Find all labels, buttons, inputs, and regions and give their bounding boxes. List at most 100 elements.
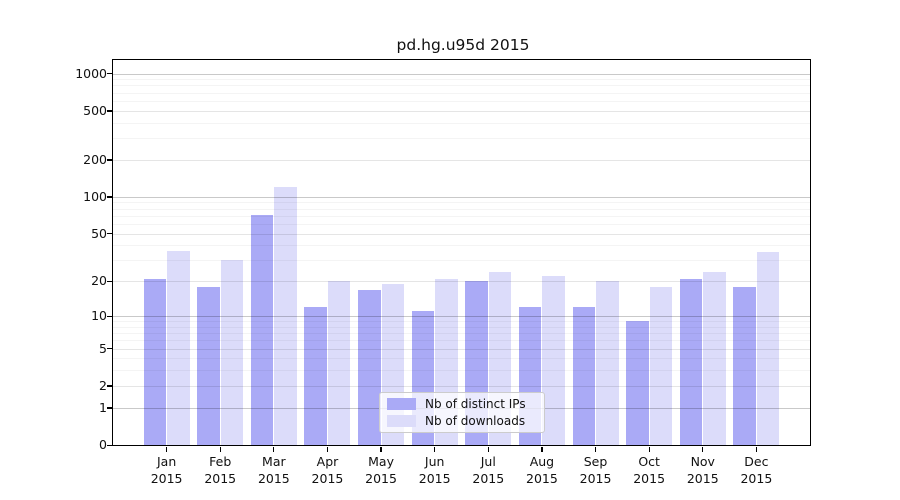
gridline-major [113,385,810,387]
bar-nb-of-distinct-ips-mar-2015 [250,215,274,445]
y-tick-mark [107,159,112,161]
y-tick-label: 20 [91,273,107,289]
gridline-major [113,348,810,350]
gridline-minor [113,223,810,225]
x-tick-label-dec-2015: Dec 2015 [740,454,773,486]
legend-swatch-distinct-ips [387,398,416,410]
legend-swatch-downloads [387,415,416,427]
x-tick-label-aug-2015: Aug 2015 [526,454,558,486]
bar-nb-of-downloads-apr-2015 [327,281,351,445]
legend-row-distinct-ips: Nb of distinct IPs [380,397,544,411]
y-tick-label: 1 [99,399,107,415]
x-tick-label-nov-2015: Nov 2015 [686,454,719,486]
bar-nb-of-downloads-sep-2015 [596,281,619,445]
gridline-minor [113,202,810,204]
gridline-minor [113,370,810,372]
legend: Nb of distinct IPs Nb of downloads [379,392,545,433]
gridline-major [113,110,810,112]
y-tick-mark [107,73,112,75]
gridline-decade [113,196,810,198]
gridline-minor [113,333,810,335]
bar-nb-of-distinct-ips-may-2015 [358,289,381,445]
x-tick-label-jan-2015: Jan 2015 [150,454,183,486]
x-tick-mark [165,447,168,452]
gridline-minor [113,215,810,217]
x-tick-mark [380,447,382,452]
y-tick-label: 500 [83,102,107,118]
bar-nb-of-distinct-ips-sep-2015 [572,307,596,445]
x-tick-mark [541,447,543,452]
x-tick-mark [702,447,704,452]
y-tick-mark [107,196,112,198]
x-tick-label-mar-2015: Mar 2015 [257,454,290,486]
bar-nb-of-downloads-nov-2015 [703,271,726,445]
y-tick-mark [107,280,112,283]
x-tick-mark [219,447,221,452]
y-tick-label: 200 [83,151,107,167]
gridline-decade [113,316,810,318]
gridline-minor [113,92,810,94]
gridline-minor [113,208,810,210]
gridline-minor [113,326,810,328]
x-tick-mark [755,447,758,452]
gridline-major [113,233,810,235]
x-tick-mark [648,447,650,452]
bar-nb-of-downloads-oct-2015 [649,286,673,445]
x-tick-label-sep-2015: Sep 2015 [579,454,612,486]
legend-row-downloads: Nb of downloads [380,414,544,428]
legend-label-distinct-ips: Nb of distinct IPs [425,397,526,411]
legend-label-downloads: Nb of downloads [425,414,526,428]
x-tick-mark [594,447,597,452]
bar-nb-of-distinct-ips-oct-2015 [626,321,649,445]
y-tick-mark [107,110,112,112]
x-tick-label-oct-2015: Oct 2015 [633,454,666,486]
gridline-minor [113,122,810,124]
x-tick-label-apr-2015: Apr 2015 [311,454,344,486]
y-tick-label: 10 [91,307,107,323]
bar-nb-of-distinct-ips-nov-2015 [679,278,703,445]
y-tick-label: 0 [99,436,107,452]
chart-title: pd.hg.u95d 2015 [396,36,530,54]
gridline-minor [113,100,810,102]
y-tick-label: 100 [83,188,107,204]
gridline-minor [113,79,810,81]
y-tick-label: 1000 [75,65,107,81]
y-tick-label: 50 [91,225,107,241]
gridline-minor [113,358,810,360]
bar-nb-of-downloads-mar-2015 [274,187,297,445]
x-tick-mark [326,447,329,452]
gridline-decade [113,73,810,75]
y-tick-mark [107,407,112,409]
x-tick-mark [273,447,275,452]
x-tick-label-jul-2015: Jul 2015 [472,454,505,486]
bar-nb-of-downloads-dec-2015 [756,252,780,445]
gridline-minor [113,321,810,323]
bar-nb-of-distinct-ips-apr-2015 [304,307,327,445]
gridline-minor [113,138,810,140]
plot-area: 0 1 2 5 10 20 50 100 200 500 1000 Jan 2015 Feb 2015 Mar… [75,59,811,486]
y-tick-label: 2 [99,377,107,393]
bar-nb-of-distinct-ips-dec-2015 [733,286,756,445]
y-tick-mark [107,233,112,235]
x-tick-label-feb-2015: Feb 2015 [204,454,237,486]
bar-nb-of-distinct-ips-jan-2015 [143,278,167,445]
bar-nb-of-downloads-aug-2015 [542,276,565,445]
gridline-minor [113,245,810,247]
y-tick-label: 5 [99,340,107,356]
gridline-minor [113,340,810,342]
gridline-major [113,281,810,283]
bar-nb-of-downloads-feb-2015 [220,260,244,445]
y-tick-mark [107,444,112,446]
bar-nb-of-distinct-ips-feb-2015 [197,286,220,445]
x-tick-mark [434,447,436,452]
y-tick-mark [107,315,112,317]
x-tick-label-jun-2015: Jun 2015 [418,454,451,486]
y-tick-mark [107,385,112,387]
gridline-minor [113,85,810,87]
y-tick-mark [107,348,112,350]
x-tick-mark [487,447,489,452]
bar-nb-of-downloads-jan-2015 [167,250,190,445]
gridline-minor [113,260,810,262]
x-tick-label-may-2015: May 2015 [365,454,397,486]
